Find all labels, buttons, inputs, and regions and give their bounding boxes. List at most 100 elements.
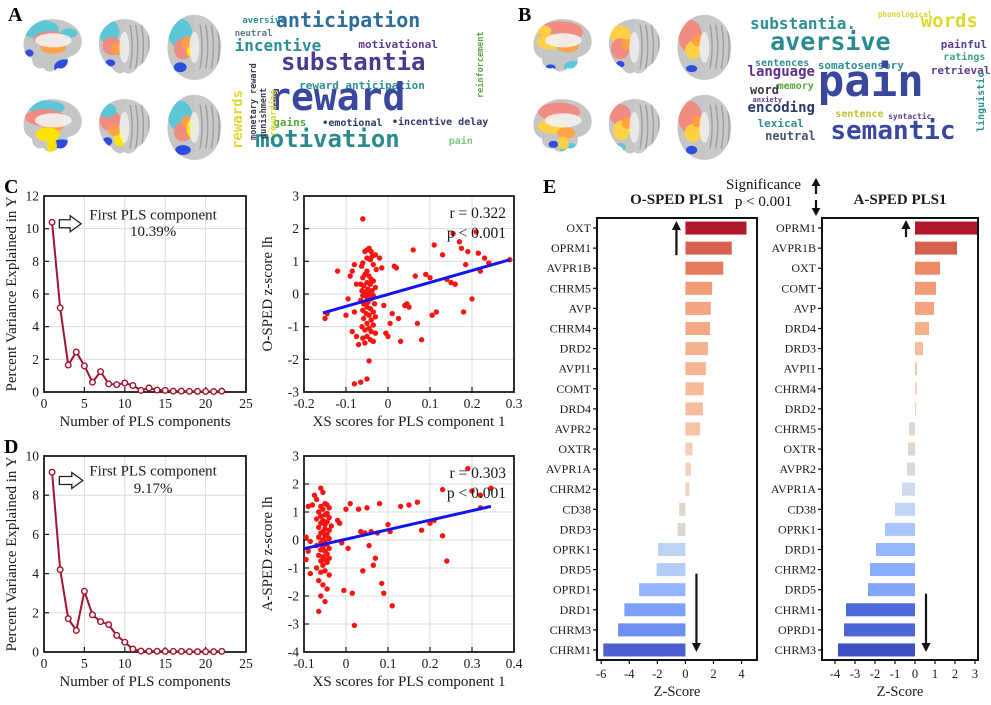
bar: [868, 583, 915, 597]
svg-text:CHRM5: CHRM5: [550, 281, 591, 295]
cloud-word: pain: [448, 136, 473, 148]
svg-text:Percent Variance Explained in: Percent Variance Explained in Y: [4, 196, 20, 391]
svg-text:DRD3: DRD3: [785, 342, 816, 356]
svg-text:1: 1: [932, 667, 938, 681]
annotation-value: 9.17%: [134, 481, 173, 497]
brain-maps-a: [18, 6, 230, 166]
svg-text:DRD4: DRD4: [785, 322, 816, 336]
svg-text:AVPR1A: AVPR1A: [771, 482, 816, 496]
cloud-word: ratings: [943, 51, 986, 63]
bar-labels: OPRM1 AVPR1B OXT COMT AVP DRD4 DRD3 AVPI1 CHRM4 D…: [771, 221, 822, 657]
cloud-word: anxiety: [752, 95, 783, 104]
stat-r: r = 0.322: [449, 205, 506, 222]
svg-text:-0.1: -0.1: [293, 656, 314, 671]
bars: [603, 221, 747, 657]
svg-text:0: 0: [682, 667, 688, 681]
svg-text:6: 6: [32, 287, 39, 302]
brain-maps-b: [528, 6, 740, 166]
bar: [685, 342, 708, 356]
svg-text:CD38: CD38: [562, 502, 591, 516]
brain-view-icon: [98, 99, 150, 154]
cloud-word: substantia.: [750, 13, 856, 33]
down-arrow-icon: [921, 642, 931, 652]
bar: [915, 402, 917, 416]
svg-text:CD38: CD38: [787, 502, 816, 516]
svg-text:-2: -2: [870, 667, 880, 681]
svg-text:15: 15: [158, 396, 172, 411]
svg-text:0.4: 0.4: [506, 656, 522, 671]
cloud-word: rewards: [232, 89, 246, 149]
cloud-word: linguistic: [976, 72, 988, 133]
svg-text:8: 8: [32, 488, 39, 503]
svg-text:20: 20: [199, 396, 213, 411]
svg-text:AVPR2: AVPR2: [555, 422, 591, 436]
cloud-word: semantic: [830, 116, 956, 147]
svg-text:25: 25: [239, 656, 253, 671]
stat-p: p < 0.001: [447, 225, 506, 242]
scree-line-series: [48, 468, 226, 656]
scatter-points: [303, 465, 494, 629]
svg-text:-4: -4: [288, 645, 299, 660]
svg-text:OXT: OXT: [791, 261, 816, 275]
svg-text:2: 2: [710, 667, 716, 681]
svg-text:0.3: 0.3: [464, 656, 481, 671]
svg-text:-3: -3: [850, 667, 860, 681]
bar: [685, 221, 747, 235]
bar: [679, 502, 686, 516]
cloud-word: word: [750, 83, 779, 98]
cloud-word: •emotional: [322, 118, 383, 130]
cloud-word: aversive: [770, 27, 891, 57]
panel-b-label: B: [518, 4, 532, 26]
cloud-word: language: [747, 63, 815, 80]
annotation-text: First PLS component: [89, 464, 217, 480]
bar: [685, 382, 704, 396]
svg-text:0.2: 0.2: [422, 656, 439, 671]
svg-text:0.1: 0.1: [422, 396, 439, 411]
svg-text:25: 25: [239, 396, 253, 411]
brain-view-icon: [533, 99, 592, 152]
svg-text:AVPR1B: AVPR1B: [547, 261, 591, 275]
svg-text:OPRD1: OPRD1: [553, 583, 591, 597]
cloud-word: sentence: [835, 108, 884, 120]
cloud-word: phonological: [878, 9, 933, 19]
svg-text:AVPR2: AVPR2: [780, 462, 816, 476]
svg-text:Z-Score: Z-Score: [877, 684, 924, 700]
bar: [902, 482, 915, 496]
bar: [838, 643, 915, 657]
bar: [909, 422, 915, 436]
svg-text:DRD4: DRD4: [560, 402, 591, 416]
svg-text:AVPR1B: AVPR1B: [772, 241, 816, 255]
stat-p: p < 0.001: [447, 485, 506, 502]
svg-text:10: 10: [26, 449, 40, 464]
cloud-word: pain: [817, 56, 924, 108]
scatter-plot-c: -0.2 -0.1 0 0.1 0.2 0.3 -3 -2 -1 0 1 2 3 XS scores fo…: [260, 189, 522, 431]
panel-e-label: E: [543, 176, 557, 198]
bar: [685, 301, 711, 315]
cloud-word: aversive: [242, 16, 286, 27]
svg-text:OPRK1: OPRK1: [553, 543, 591, 557]
svg-text:3: 3: [292, 449, 299, 464]
svg-text:Z-Score: Z-Score: [654, 684, 701, 700]
annotation-arrow-icon: [58, 214, 83, 234]
svg-text:0.1: 0.1: [380, 656, 397, 671]
bar: [915, 241, 957, 255]
svg-text:4: 4: [32, 566, 39, 581]
bar: [685, 281, 713, 295]
bar: [907, 462, 915, 476]
svg-text:DRD2: DRD2: [785, 402, 816, 416]
stat-r: r = 0.303: [449, 465, 506, 482]
svg-text:5: 5: [81, 656, 88, 671]
svg-text:4: 4: [738, 667, 745, 681]
svg-text:8: 8: [32, 254, 39, 269]
svg-text:0: 0: [41, 656, 48, 671]
bar: [618, 623, 686, 637]
svg-text:-6: -6: [596, 667, 606, 681]
bar: [895, 502, 915, 516]
bar: [685, 241, 732, 255]
svg-text:DRD5: DRD5: [785, 583, 816, 597]
svg-text:0.2: 0.2: [464, 396, 481, 411]
svg-text:0: 0: [343, 656, 350, 671]
bar: [908, 442, 915, 456]
brain-view-icon: [167, 94, 222, 160]
up-arrow-icon: [901, 220, 911, 230]
